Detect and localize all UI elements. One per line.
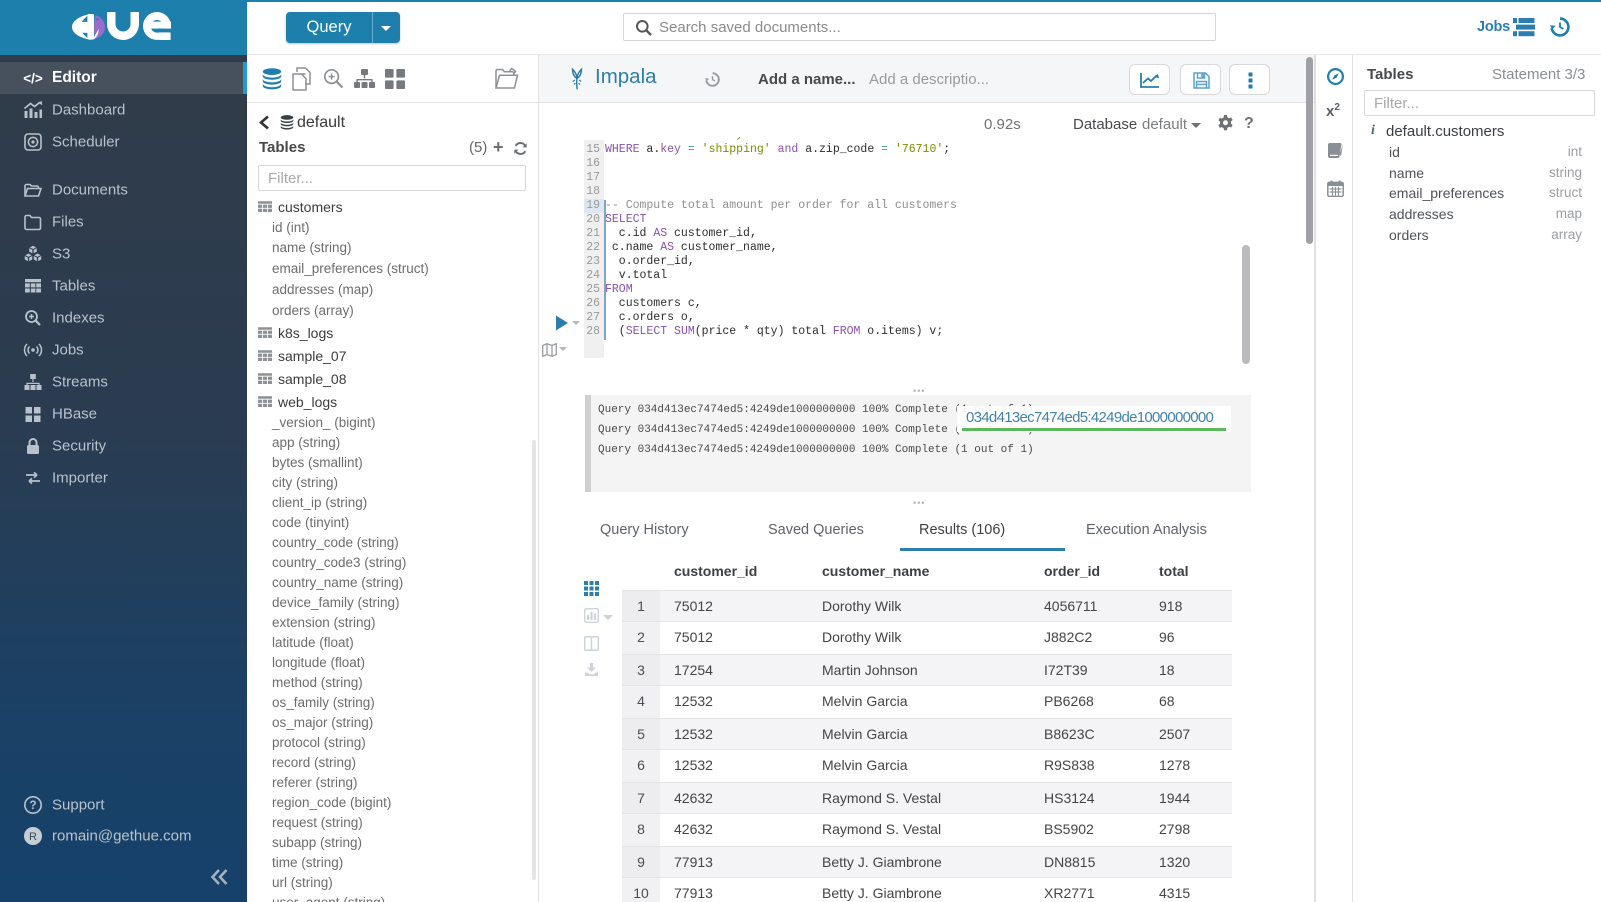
svg-text:</>: </> (23, 71, 43, 86)
svg-text:R: R (29, 831, 37, 843)
svg-text:?: ? (29, 800, 36, 812)
